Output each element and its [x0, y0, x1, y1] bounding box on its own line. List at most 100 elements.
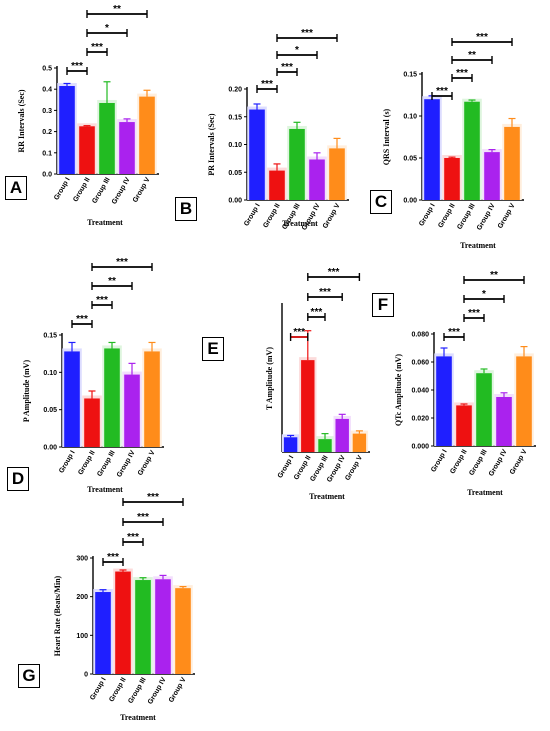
- y-tick-label: 0.10: [43, 370, 57, 377]
- significance-label: ***: [137, 512, 149, 523]
- significance-bracket: ***: [307, 287, 343, 301]
- x-tick-label: Group IV: [147, 676, 168, 705]
- significance-label: ***: [281, 62, 293, 73]
- x-tick-label: Group II: [72, 176, 92, 203]
- y-tick-label: 200: [76, 594, 88, 601]
- significance-bracket: ***: [122, 512, 164, 526]
- significance-label: ***: [116, 257, 128, 268]
- significance-bracket: *: [276, 45, 318, 59]
- y-tick-label: 0.5: [42, 66, 52, 73]
- y-tick-label: 0.1: [42, 150, 52, 157]
- significance-bracket: ***: [71, 314, 93, 328]
- significance-bracket: **: [463, 270, 525, 284]
- y-tick-label: 0.10: [403, 114, 417, 121]
- x-tick-label: Group II: [262, 202, 282, 229]
- significance-bracket: **: [451, 50, 493, 64]
- panel-letter: C: [370, 190, 392, 214]
- bar: [335, 418, 349, 452]
- bar: [95, 592, 111, 674]
- significance-bracket: ***: [102, 552, 124, 566]
- bar: [516, 356, 532, 446]
- y-tick-label: 0.060: [411, 360, 429, 367]
- y-tick-label: 0.2: [42, 129, 52, 136]
- significance-label: ***: [301, 28, 313, 39]
- significance-label: ***: [319, 287, 331, 298]
- bar: [124, 374, 140, 447]
- bar: [115, 571, 131, 674]
- x-tick-label: Group III: [456, 202, 476, 230]
- bar: [476, 373, 492, 446]
- panel-letter: F: [372, 293, 394, 317]
- significance-bracket: ***: [463, 308, 485, 322]
- y-tick-label: 0.05: [43, 407, 57, 414]
- panel-letter: B: [175, 197, 197, 221]
- x-tick-label: Group III: [96, 449, 116, 477]
- x-tick-label: Group I: [53, 176, 72, 201]
- significance-label: ***: [448, 327, 460, 338]
- bar: [496, 397, 512, 446]
- bar: [119, 122, 135, 174]
- significance-label: ***: [107, 552, 119, 563]
- x-tick-label: Group V: [168, 676, 188, 704]
- x-axis-label: Treatment: [87, 485, 123, 494]
- bar: [283, 437, 298, 452]
- bar: [249, 109, 265, 200]
- y-tick-label: 0.080: [411, 332, 429, 339]
- significance-label: ***: [436, 86, 448, 97]
- bar: [99, 102, 115, 174]
- panel-letter: E: [202, 337, 224, 361]
- significance-label: ***: [476, 32, 488, 43]
- chart-a: 0.0 0.1 0.2 0.3 0.4 0.5 RR Intervals (Sec) Grou…: [17, 4, 159, 227]
- bar: [64, 351, 80, 447]
- bar: [289, 128, 305, 200]
- y-tick-label: 0.0: [42, 172, 52, 179]
- bar: [444, 158, 460, 200]
- bar: [59, 86, 75, 174]
- significance-label: **: [468, 50, 476, 61]
- y-axis-label: P Amplitude (mV): [22, 360, 31, 423]
- significance-label: ***: [311, 307, 323, 318]
- x-tick-label: Group IV: [111, 176, 132, 205]
- x-tick-label: Group I: [58, 449, 77, 474]
- significance-label: ***: [456, 68, 468, 79]
- x-axis-label: Treatment: [87, 218, 123, 227]
- x-tick-label: Group II: [77, 449, 97, 476]
- significance-bracket: ***: [122, 532, 144, 546]
- x-axis-label: Treatment: [467, 488, 503, 497]
- y-tick-label: 0.3: [42, 108, 52, 115]
- bar: [144, 351, 160, 447]
- significance-bracket: ***: [276, 28, 338, 42]
- bar: [464, 101, 480, 200]
- bar: [352, 433, 367, 452]
- panel-f: 0.000 0.020 0.040 0.060 0.080 QTc Amplitude (…: [370, 265, 550, 505]
- y-tick-label: 0.15: [403, 72, 417, 79]
- significance-label: ***: [261, 79, 273, 90]
- significance-label: ***: [127, 532, 139, 543]
- bar: [424, 99, 440, 200]
- significance-label: *: [105, 23, 109, 34]
- y-tick-label: 0.15: [228, 114, 242, 121]
- panel-letter: A: [5, 176, 27, 200]
- significance-bracket: ***: [91, 257, 153, 271]
- y-tick-label: 0.00: [228, 198, 242, 205]
- bar: [484, 152, 500, 200]
- x-tick-label: Group IV: [476, 202, 497, 231]
- y-tick-label: 300: [76, 556, 88, 563]
- significance-bracket: ***: [86, 42, 108, 56]
- x-tick-label: Group V: [509, 448, 529, 476]
- y-tick-label: 0.10: [228, 142, 242, 149]
- y-tick-label: 0.4: [42, 87, 52, 94]
- y-tick-label: 0.05: [403, 156, 417, 163]
- x-axis-label: Treatment: [309, 492, 345, 501]
- significance-bracket: **: [91, 276, 133, 290]
- significance-label: *: [482, 289, 486, 300]
- chart-f: 0.000 0.020 0.040 0.060 0.080 QTc Amplitude (…: [394, 270, 536, 497]
- x-tick-label: Group IV: [488, 448, 509, 477]
- x-tick-label: Group I: [243, 202, 262, 227]
- x-tick-label: Group I: [430, 448, 449, 473]
- y-tick-label: 0.05: [228, 170, 242, 177]
